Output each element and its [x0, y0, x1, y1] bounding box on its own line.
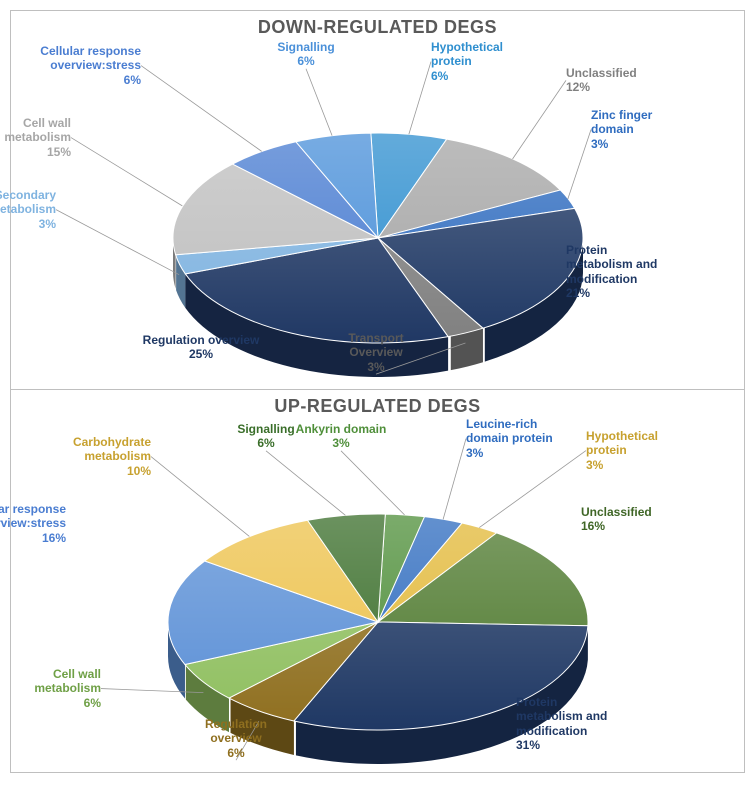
- chart-title-down: DOWN-REGULATED DEGS: [11, 11, 744, 38]
- chart-area-up: Ankyrin domain 3%Leucine-rich domain pro…: [11, 417, 744, 771]
- chart-title-up: UP-REGULATED DEGS: [11, 390, 744, 417]
- chart-area-down: Hypothetical protein 6%Unclassified 12%Z…: [11, 38, 744, 388]
- panel-down-regulated: DOWN-REGULATED DEGS Hypothetical protein…: [10, 10, 745, 390]
- panel-up-regulated: UP-REGULATED DEGS Ankyrin domain 3%Leuci…: [10, 390, 745, 773]
